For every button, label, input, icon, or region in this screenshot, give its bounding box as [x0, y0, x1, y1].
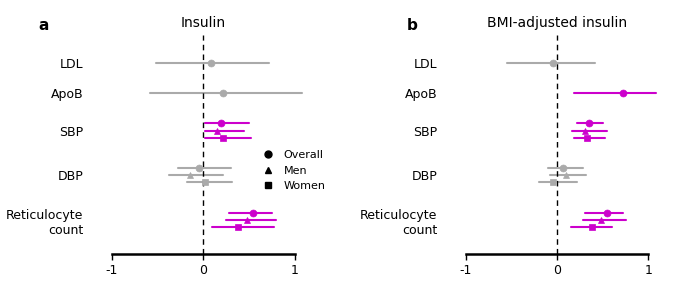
Text: a: a: [39, 18, 49, 33]
Text: b: b: [406, 18, 417, 33]
Title: BMI-adjusted insulin: BMI-adjusted insulin: [487, 16, 627, 30]
Legend: Overall, Men, Women: Overall, Men, Women: [253, 146, 330, 196]
Title: Insulin: Insulin: [181, 16, 226, 30]
